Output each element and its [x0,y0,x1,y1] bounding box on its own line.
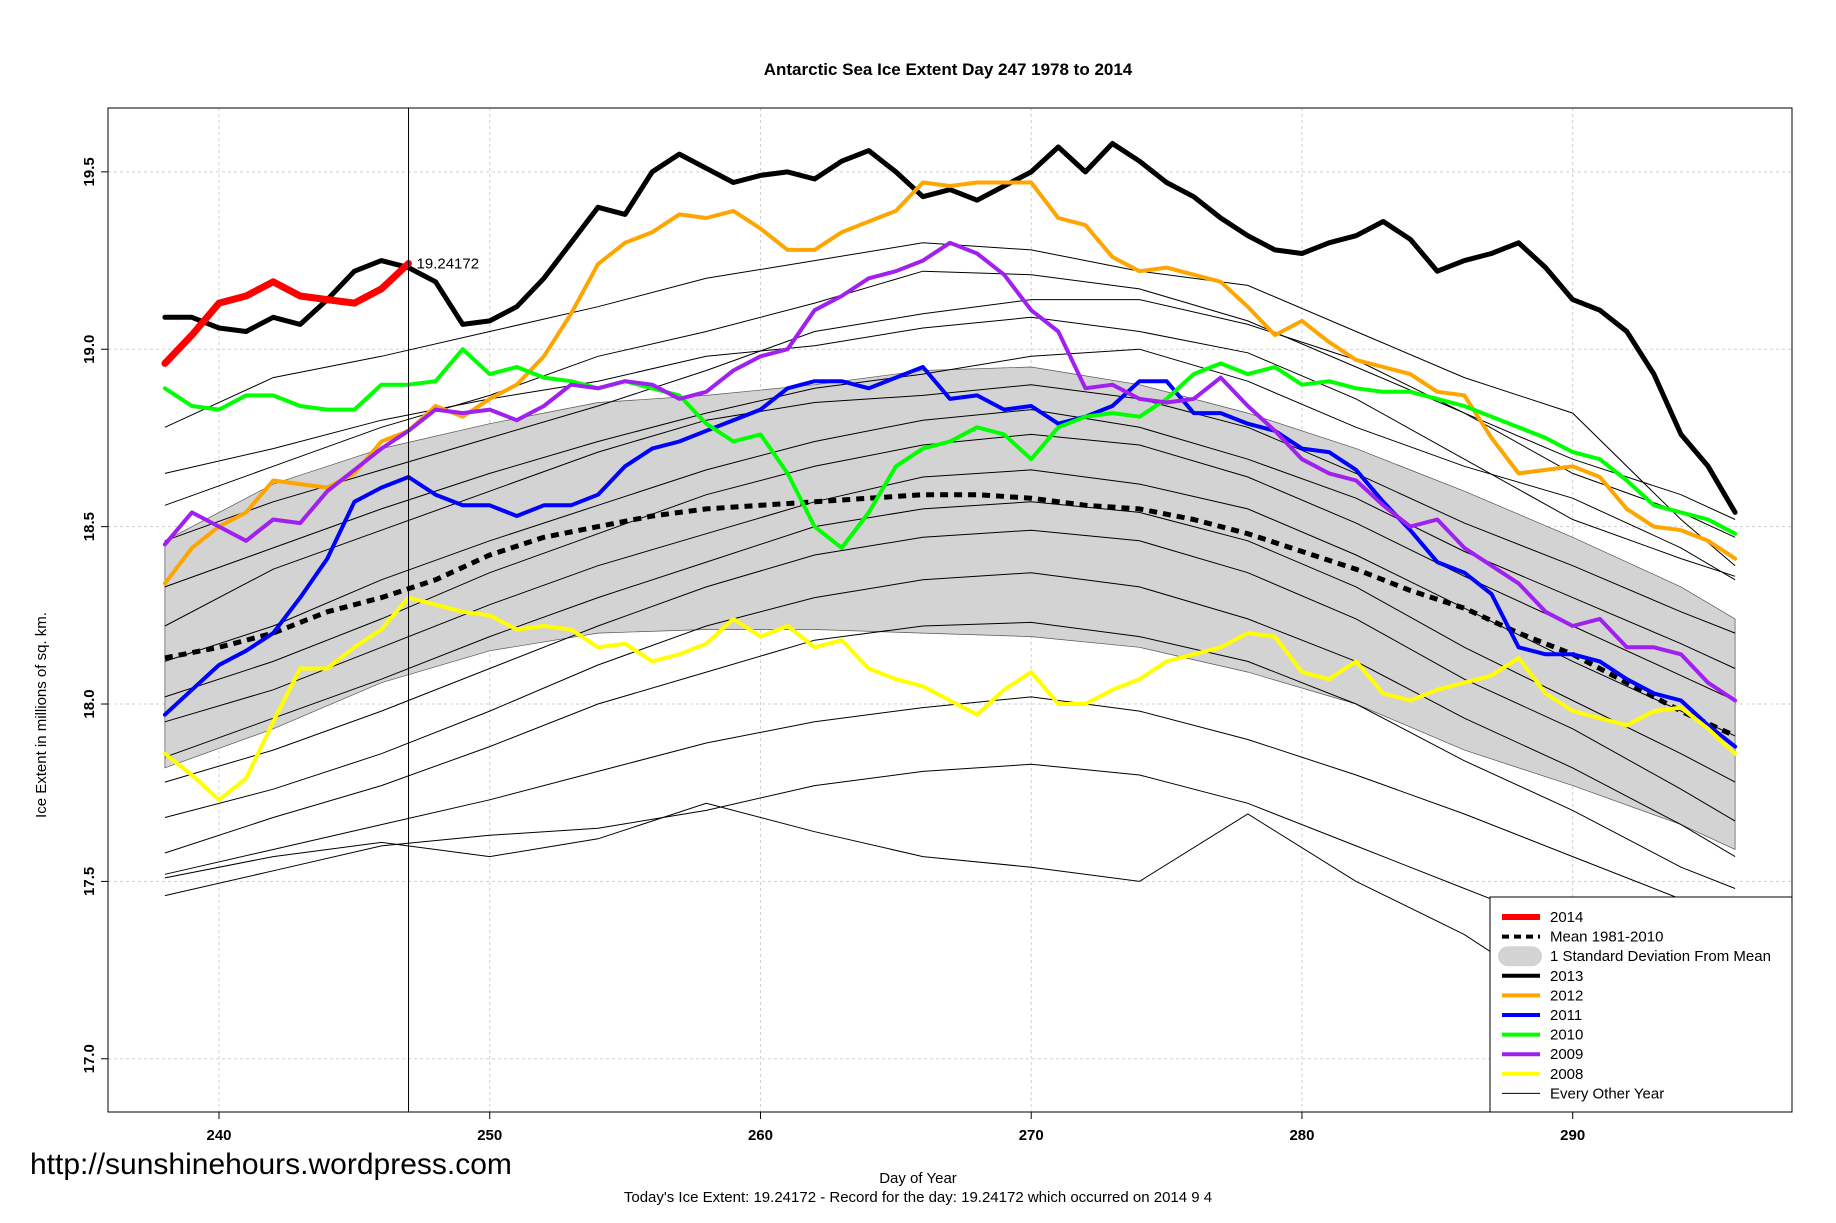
x-axis-label: Day of Year [879,1170,957,1187]
y-axis-ticks: 17.0 17.5 18.0 18.5 19.0 19.5 [81,157,108,1073]
footer-caption: Today's Ice Extent: 19.24172 - Record fo… [623,1189,1213,1206]
series-line-2013 [162,141,1738,515]
other-year-line [164,348,1736,588]
legend-label: 2008 [1550,1066,1583,1083]
other-year-line [164,384,1736,634]
other-year-line [164,469,1736,737]
x-tick-label: 250 [477,1127,502,1144]
y-tick-label: 17.5 [81,867,98,896]
other-year-line [164,433,1736,701]
chart-title: Antarctic Sea Ice Extent Day 247 1978 to… [764,60,1133,79]
legend-label: 2011 [1550,1007,1582,1024]
site-watermark: http://sunshinehours.wordpress.com [30,1148,512,1181]
today-value-annotation: 19.24172 [417,255,480,272]
legend-label: 1 Standard Deviation From Mean [1550,948,1771,965]
legend: 2014 Mean 1981-2010 1 Standard Deviation F… [1489,896,1793,1113]
std-dev-band-layer [164,366,1736,851]
y-axis-label: Ice Extent in millions of sq. km. [33,612,50,818]
x-tick-label: 270 [1019,1127,1044,1144]
other-year-line [164,501,1736,783]
other-year-line [164,242,1736,567]
series-line-2010 [162,347,1738,550]
y-tick-label: 18.0 [81,689,98,718]
series-line-mean-1981-2010 [164,492,1737,739]
legend-label: 2009 [1550,1046,1583,1063]
x-tick-label: 260 [748,1127,773,1144]
legend-label: Every Other Year [1550,1085,1664,1102]
y-tick-label: 19.0 [81,335,98,364]
series-line-2014 [161,260,412,367]
series-layer [161,141,1738,802]
other-year-line [164,572,1736,858]
y-tick-label: 18.5 [81,512,98,541]
std-dev-band [164,366,1736,851]
x-axis-ticks: 240 250 260 270 280 290 [206,1112,1585,1144]
other-year-line [164,409,1736,669]
legend-label: 2010 [1550,1027,1583,1044]
legend-box [1489,896,1793,1113]
legend-label: 2012 [1550,987,1583,1004]
y-tick-label: 19.5 [81,157,98,186]
other-year-line [164,621,1736,889]
y-tick-label: 17.0 [81,1044,98,1073]
series-line-2008 [162,595,1738,802]
other-year-line [164,529,1736,822]
other-year-line [164,696,1736,921]
legend-label: 2014 [1550,909,1583,926]
legend-label: Mean 1981-2010 [1550,929,1663,946]
x-tick-label: 240 [206,1127,231,1144]
legend-label: 2013 [1550,968,1583,985]
legend-swatch-band [1498,946,1542,967]
plot-border [107,107,1793,1113]
series-line-2011 [162,365,1738,749]
other-year-line [164,299,1736,542]
x-tick-label: 280 [1289,1127,1314,1144]
series-line-2009 [162,240,1738,703]
x-tick-label: 290 [1560,1127,1585,1144]
